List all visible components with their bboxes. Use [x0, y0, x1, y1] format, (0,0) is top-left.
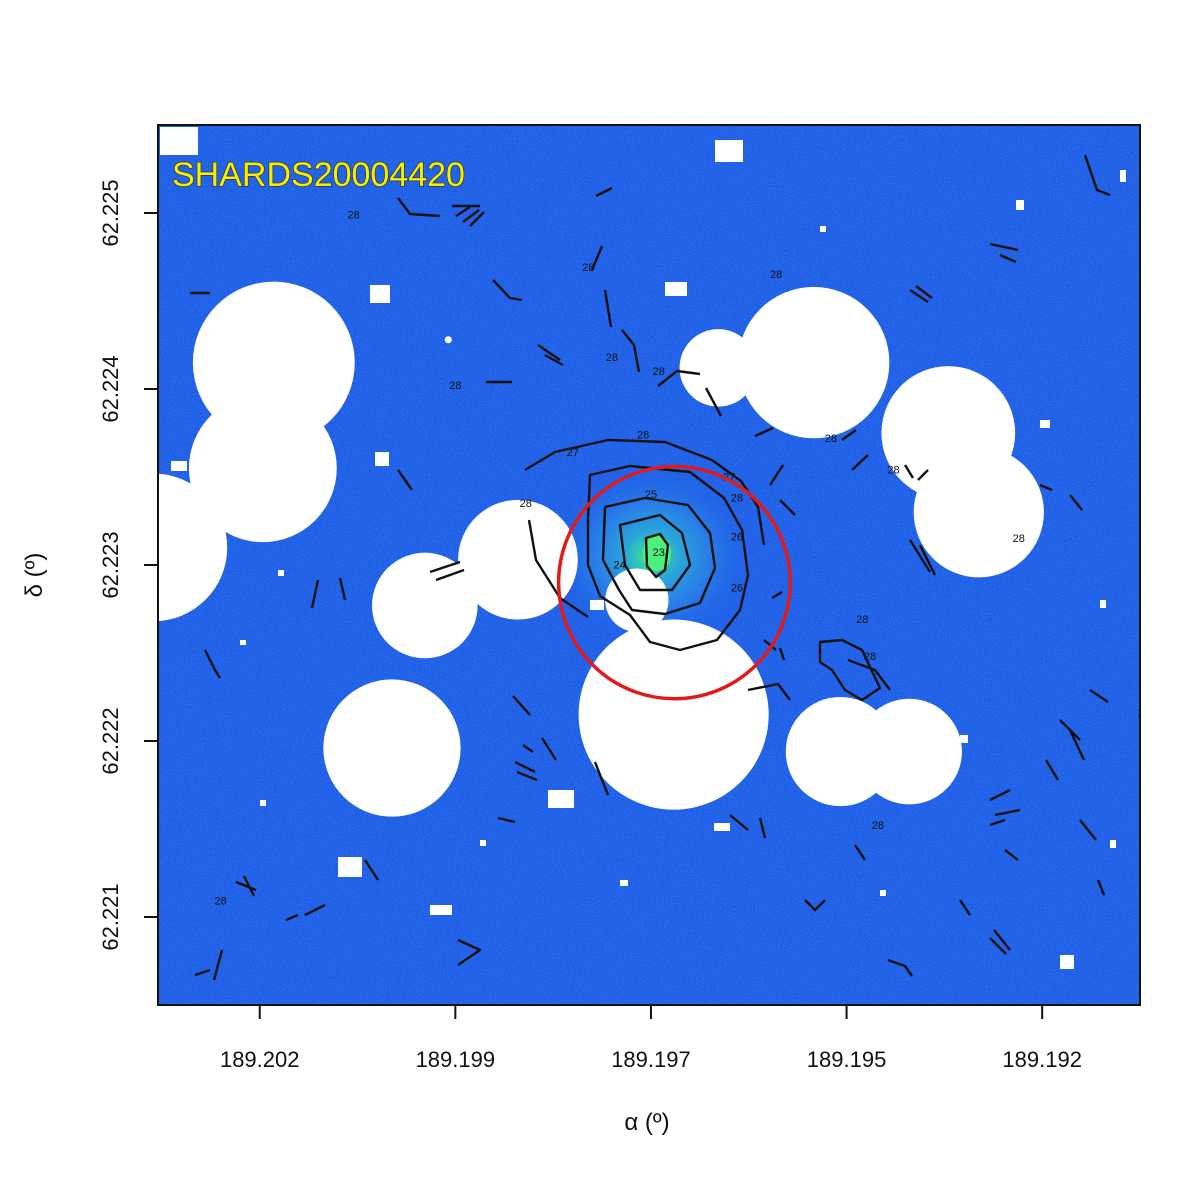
contour-label-5: 27 — [567, 447, 579, 459]
x-tick-label-2: 189.197 — [611, 1047, 691, 1072]
contour-label-23: 28 — [1138, 707, 1150, 719]
contour-label-0: 23 — [653, 547, 665, 559]
mask-circle-14 — [444, 336, 452, 344]
mask-circle-8 — [578, 619, 769, 810]
mask-circle-9 — [323, 679, 461, 817]
contour-lines — [190, 154, 1111, 981]
contour-label-15: 28 — [731, 493, 743, 505]
contour-label-4: 26 — [731, 582, 743, 594]
contour-label-16: 28 — [887, 464, 899, 476]
contour-label-10: 28 — [582, 262, 594, 274]
contour-label-3: 26 — [731, 531, 743, 543]
contour-labels: 2324252626272728282828282828282828282828… — [214, 209, 1150, 908]
contour-label-11: 28 — [606, 352, 618, 364]
aperture-ellipse — [556, 464, 792, 701]
masked-pixels — [160, 127, 1126, 969]
x-tick-label-4: 189.192 — [1002, 1047, 1082, 1072]
image-plot-area: 2324252626272728282828282828282828282828… — [158, 125, 1150, 1005]
contour-label-22: 28 — [214, 896, 226, 908]
mask-circle-4 — [372, 552, 478, 659]
contour-label-14: 28 — [770, 269, 782, 281]
x-tick-label-3: 189.195 — [807, 1047, 887, 1072]
x-tick-label-1: 189.199 — [416, 1047, 496, 1072]
contour-label-2: 25 — [645, 489, 657, 501]
mask-circle-6 — [679, 329, 757, 407]
y-tick-label-4: 62.221 — [98, 883, 123, 950]
contour-label-13: 28 — [449, 380, 461, 392]
x-axis-title: α (º) — [624, 1109, 669, 1136]
y-tick-label-2: 62.223 — [98, 531, 123, 598]
mask-circle-3 — [458, 499, 578, 620]
contour-label-7: 28 — [637, 429, 649, 441]
contour-label-9: 28 — [653, 366, 665, 378]
mask-circle-7 — [738, 286, 890, 439]
contour-label-19: 28 — [825, 433, 837, 445]
mask-circle-11 — [856, 698, 962, 805]
contour-label-12: 28 — [347, 209, 359, 221]
mask-circle-5 — [605, 568, 669, 632]
y-tick-label-3: 62.222 — [98, 707, 123, 774]
contour-label-17: 28 — [856, 614, 868, 626]
galaxy-core — [643, 535, 671, 571]
mask-circle-1 — [188, 394, 337, 543]
contour-label-21: 28 — [872, 820, 884, 832]
y-tick-label-0: 62.225 — [98, 179, 123, 246]
x-axis: 189.202 189.199 189.197 189.195 189.192 — [220, 1005, 1082, 1072]
y-axis-title: δ (º) — [21, 553, 48, 598]
contour-label-20: 28 — [1013, 533, 1025, 545]
contour-label-8: 28 — [520, 498, 532, 510]
object-id-label: SHARDS20004420 — [171, 155, 465, 194]
y-axis: 62.225 62.224 62.223 62.222 62.221 — [98, 179, 158, 951]
x-tick-label-0: 189.202 — [220, 1047, 300, 1072]
contour-label-1: 24 — [614, 560, 626, 572]
contour-label-18: 28 — [864, 651, 876, 663]
mask-circle-13 — [913, 447, 1044, 578]
y-tick-label-1: 62.224 — [98, 355, 123, 422]
mask-circle-2 — [158, 473, 228, 622]
masked-sources — [158, 281, 1044, 817]
object-id-text: SHARDS20004420 — [172, 156, 465, 194]
